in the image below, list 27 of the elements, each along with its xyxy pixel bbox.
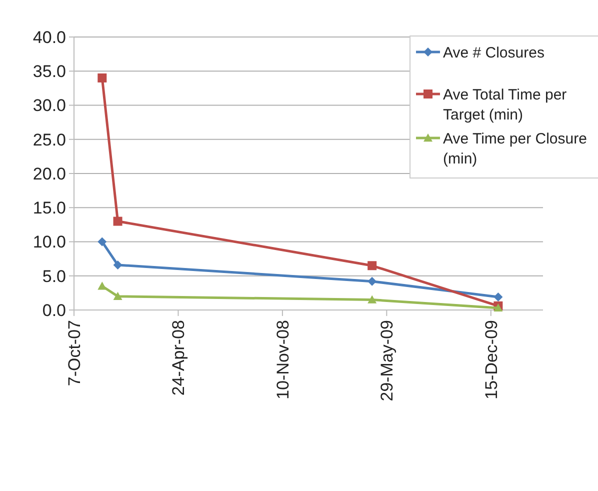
point (494, 292, 503, 302)
y-tick-label: 15.0 (32, 198, 66, 218)
point (113, 216, 122, 226)
x-tick-label: 24-Apr-08 (169, 320, 188, 396)
y-tick-label: 35.0 (32, 62, 66, 82)
x-tick-label: 7-Oct-07 (64, 320, 84, 386)
point (98, 282, 107, 290)
y-tick-label: 10.0 (32, 232, 66, 252)
point (113, 260, 122, 270)
y-tick-label: 0.0 (42, 300, 66, 320)
point (113, 292, 122, 300)
x-tick-label: 10-Nov-08 (273, 320, 292, 400)
y-tick-label: 5.0 (42, 266, 66, 286)
y-tick-label: 20.0 (32, 164, 66, 184)
point (368, 261, 377, 270)
y-tick-label: 25.0 (32, 130, 66, 150)
point (98, 73, 107, 82)
x-tick-label: 29-May-09 (378, 320, 397, 402)
point (368, 295, 377, 304)
point (98, 237, 107, 246)
point (368, 276, 377, 286)
legend-label: Ave Time per Closure (min) (443, 130, 587, 168)
y-tick-label: 30.0 (32, 96, 66, 116)
x-tick-label: 15-Dec-09 (482, 320, 501, 400)
legend-label: Ave Total Time per Target (min) (443, 86, 567, 124)
y-tick-label: 40.0 (32, 28, 66, 47)
legend-label: Ave # Closures (443, 44, 544, 62)
